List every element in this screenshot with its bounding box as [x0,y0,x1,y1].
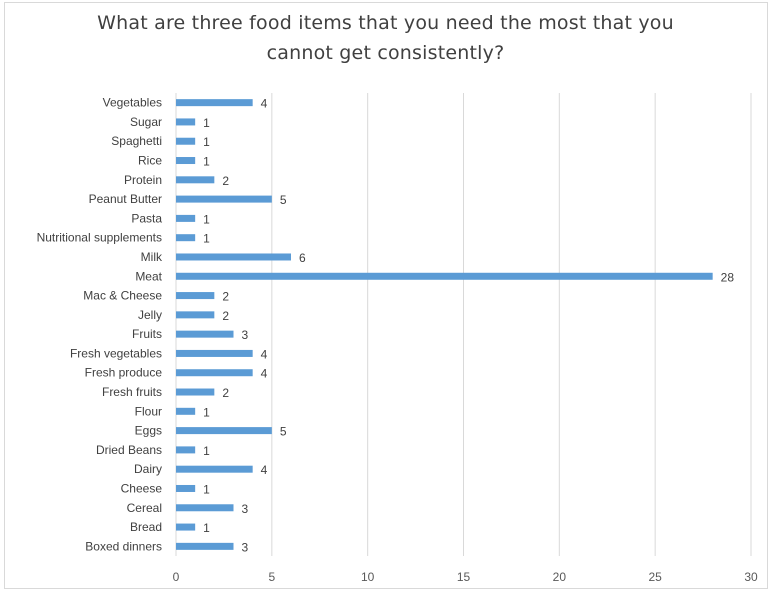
data-label: 3 [242,540,249,554]
bar [176,137,196,145]
bar [176,118,196,126]
bar [176,369,253,377]
x-tick-label: 20 [553,570,567,584]
data-label: 2 [222,309,229,323]
bar [176,349,253,357]
category-label: Vegetables [103,96,162,110]
gridlines [175,93,752,556]
chart-title: What are three food items that you need … [0,8,771,68]
data-label: 2 [222,290,229,304]
category-label: Sugar [130,115,162,129]
bar [176,292,215,300]
bar [176,504,234,512]
x-tick-label: 30 [744,570,758,584]
category-label: Mac & Cheese [83,289,162,303]
category-label: Fresh produce [85,366,163,380]
bar [176,195,272,203]
x-tick-label: 15 [457,570,471,584]
bar [176,407,196,415]
chart-title-text: What are three food items that you need … [97,12,674,64]
category-label: Fruits [132,327,162,341]
data-label: 1 [203,212,210,226]
data-label: 3 [242,328,249,342]
bar [176,446,196,454]
bar [176,253,291,261]
category-label: Pasta [131,211,162,225]
category-label: Milk [141,250,163,264]
data-label: 1 [203,405,210,419]
bar [176,388,215,396]
bar [176,465,253,473]
data-label: 1 [203,521,210,535]
category-label: Cheese [121,481,163,495]
category-label: Cereal [127,501,162,515]
category-label: Bread [130,520,162,534]
data-label: 6 [299,251,306,265]
category-label: Flour [135,404,162,418]
category-label: Rice [138,154,162,168]
x-tick-label: 0 [173,570,180,584]
category-label: Fresh vegetables [70,346,162,360]
x-tick-labels: 0 5 10 15 20 25 30 [173,570,758,584]
category-label: Dairy [134,462,162,476]
x-tick-label: 25 [648,570,662,584]
data-label: 2 [222,174,229,188]
data-label: 1 [203,444,210,458]
category-label: Boxed dinners [85,539,162,553]
category-label: Meat [135,269,162,283]
data-label: 4 [261,347,268,361]
category-label: Dried Beans [96,443,162,457]
bar [176,542,234,550]
bar [176,214,196,222]
data-label: 5 [280,193,287,207]
x-tick-label: 10 [361,570,375,584]
bar [176,234,196,242]
data-label: 28 [721,270,735,284]
category-label: Eggs [135,424,162,438]
category-labels: Vegetables Sugar Spaghetti Rice Protein Peanu… [37,96,163,554]
category-label: Jelly [138,308,162,322]
bar [176,272,713,280]
chart-frame [4,2,768,589]
data-label: 1 [203,482,210,496]
category-label: Fresh fruits [102,385,162,399]
category-label: Peanut Butter [89,192,162,206]
data-label: 4 [261,463,268,477]
category-label: Protein [124,173,162,187]
bar [176,523,196,531]
data-label: 4 [261,97,268,111]
bar [176,330,234,338]
data-label: 3 [242,502,249,516]
bar [176,157,196,165]
bar [176,311,215,319]
bar [176,484,196,492]
bar [176,176,215,184]
data-label: 2 [222,386,229,400]
bar [176,99,253,107]
x-tick-label: 5 [268,570,275,584]
data-label: 1 [203,116,210,130]
category-label: Nutritional supplements [37,231,162,245]
data-label: 5 [280,425,287,439]
bars [176,99,713,550]
data-label: 1 [203,135,210,149]
data-label: 1 [203,155,210,169]
category-label: Spaghetti [111,134,162,148]
data-label: 1 [203,232,210,246]
data-label: 4 [261,367,268,381]
bar [176,427,272,435]
